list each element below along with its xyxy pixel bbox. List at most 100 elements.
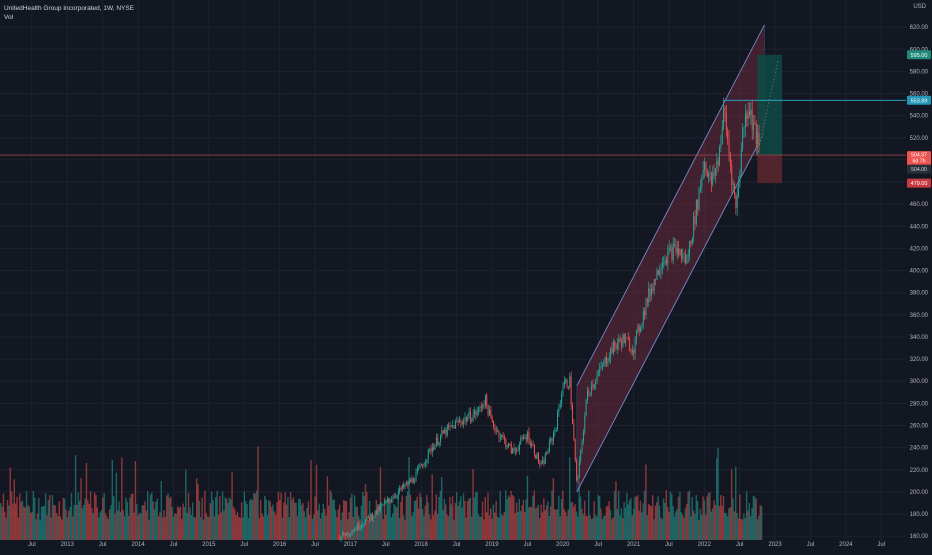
volume-bar	[665, 490, 668, 540]
candle-body	[608, 358, 610, 362]
volume-bar	[483, 519, 485, 540]
volume-bar	[17, 517, 20, 540]
candle-body	[623, 334, 625, 344]
candle-body	[390, 499, 392, 502]
volume-bar	[332, 499, 334, 540]
volume-bar	[295, 502, 297, 540]
volume-bar	[730, 469, 733, 540]
volume-bar	[372, 519, 375, 540]
candle-body	[399, 487, 401, 492]
candle-body	[380, 505, 382, 511]
volume-bar	[412, 512, 414, 540]
volume-bar	[145, 510, 148, 540]
candle-body	[371, 514, 373, 519]
volume-bar	[603, 515, 605, 540]
volume-bar	[231, 472, 233, 540]
volume-bar	[515, 502, 518, 540]
volume-bar	[144, 501, 146, 540]
volume-bar	[396, 507, 398, 540]
volume-bar	[236, 511, 239, 540]
volume-bar	[424, 505, 427, 540]
volume-bar	[341, 512, 344, 540]
symbol-title[interactable]: UnitedHealth Group Incorporated, 1W, NYS…	[4, 5, 135, 12]
volume-bar	[619, 515, 621, 540]
candle-body	[713, 172, 715, 176]
candle-body	[644, 311, 646, 316]
volume-bar	[732, 498, 734, 540]
volume-bar	[85, 462, 88, 540]
volume-bar	[600, 508, 602, 540]
volume-legend[interactable]: Vol	[4, 14, 14, 21]
candle-body	[668, 247, 670, 251]
volume-bar	[197, 484, 199, 540]
channel-upper-line	[576, 24, 765, 386]
y-tick-label: 600.00	[910, 47, 929, 53]
volume-bar	[367, 519, 369, 540]
volume-bar	[136, 503, 138, 540]
volume-bar	[308, 514, 311, 540]
volume-bar	[681, 515, 684, 540]
candle-body	[533, 445, 535, 455]
volume-bar	[748, 502, 751, 540]
candle-body	[543, 460, 545, 464]
volume-bar	[672, 506, 674, 540]
candle-body	[346, 532, 348, 536]
candle-body	[445, 429, 447, 436]
x-tick-label: 2021	[627, 542, 641, 548]
candle-body	[442, 430, 444, 434]
volume-bar	[225, 498, 228, 540]
volume-bar	[752, 495, 755, 540]
candle-body	[546, 453, 548, 455]
volume-bar	[238, 516, 240, 540]
candle-body	[622, 334, 624, 347]
candle-body	[486, 395, 488, 406]
candle-body	[589, 392, 591, 394]
volume-bar	[612, 517, 614, 540]
volume-bar	[132, 493, 134, 540]
volume-bar	[485, 512, 488, 540]
volume-bar	[604, 515, 606, 540]
volume-bar	[142, 505, 145, 540]
x-tick-label: 2015	[202, 542, 216, 548]
candle-body	[758, 133, 760, 148]
volume-bar	[436, 513, 439, 540]
x-tick-label: Jul	[736, 542, 744, 548]
candle-body	[506, 446, 508, 448]
volume-bar	[666, 507, 669, 540]
volume-bar	[688, 490, 691, 540]
x-tick-label: 2016	[273, 542, 287, 548]
volume-bar	[160, 481, 163, 540]
candle-body	[499, 437, 501, 438]
volume-bar	[447, 516, 450, 540]
candle-body	[341, 532, 343, 538]
volume-bar	[110, 505, 112, 540]
candle-body	[430, 448, 432, 453]
volume-bar	[235, 515, 237, 540]
candle-body	[420, 464, 422, 466]
volume-bar	[411, 515, 413, 540]
volume-bar	[585, 515, 587, 540]
volume-bar	[16, 496, 18, 540]
volume-bar	[289, 492, 292, 540]
candle-body	[548, 440, 550, 452]
volume-bar	[741, 519, 744, 540]
candle-body	[478, 407, 480, 413]
x-tick-label: 2013	[61, 542, 75, 548]
candle-body	[672, 244, 674, 260]
candle-body	[374, 510, 376, 517]
volume-bar	[343, 500, 345, 540]
candle-body	[660, 269, 662, 272]
candle-body	[738, 184, 740, 196]
candle-body	[454, 421, 456, 429]
candle-body	[641, 323, 643, 329]
candle-body	[636, 331, 637, 339]
volume-bar	[311, 518, 314, 540]
candle-body	[382, 504, 384, 506]
volume-bar	[668, 511, 670, 540]
volume-bar	[170, 496, 172, 540]
volume-bar	[592, 518, 594, 540]
volume-bar	[84, 498, 86, 540]
candle-body	[569, 376, 571, 388]
